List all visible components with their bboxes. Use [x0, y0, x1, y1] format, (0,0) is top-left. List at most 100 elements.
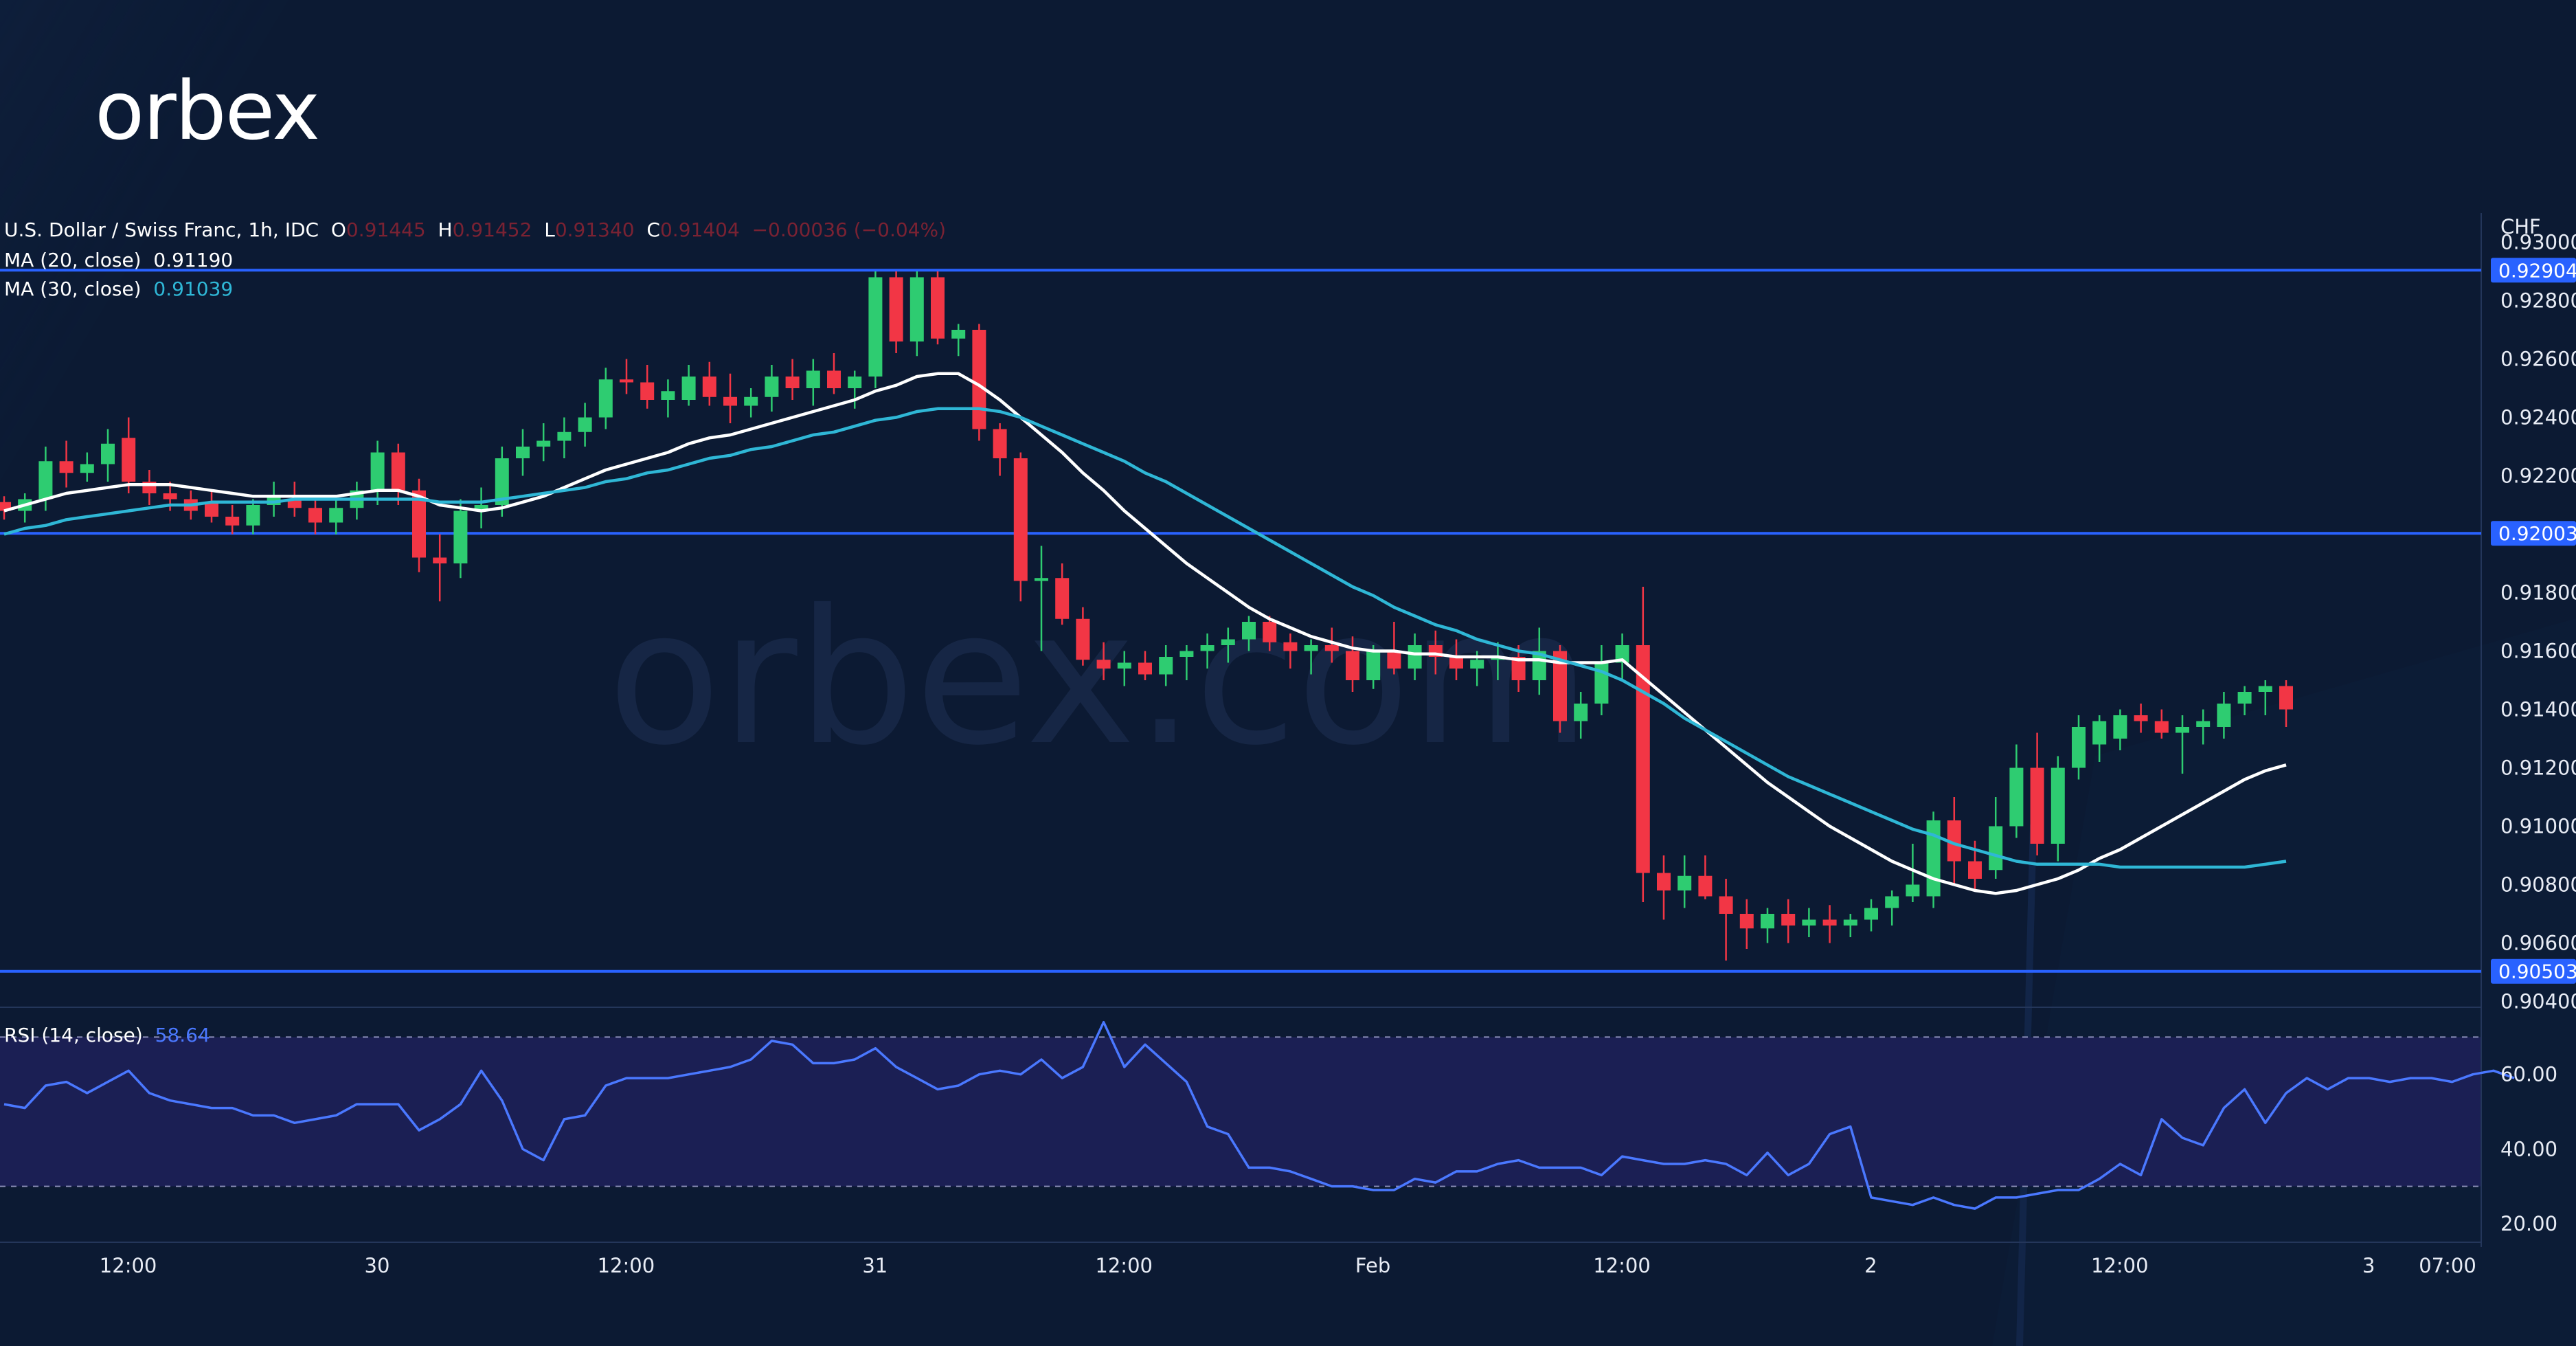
- candle-body: [1781, 914, 1796, 926]
- close-value: 0.91404: [659, 218, 740, 241]
- candle: [205, 490, 218, 523]
- level-price-tag: [2491, 258, 2576, 283]
- time-tick-label: 12:00: [100, 1254, 157, 1277]
- candle: [993, 423, 1007, 476]
- candle: [765, 365, 779, 412]
- candle: [1802, 908, 1816, 937]
- candle-body: [1408, 645, 1422, 669]
- candle-body: [1449, 657, 1463, 669]
- candle-body: [1739, 914, 1754, 929]
- candle: [931, 271, 945, 345]
- candle: [308, 496, 322, 535]
- level-price-label: 0.92003: [2498, 522, 2576, 545]
- high-value: 0.91452: [452, 218, 532, 241]
- candle-body: [598, 379, 613, 418]
- candle-body: [1574, 704, 1588, 721]
- candle-body: [1013, 458, 1028, 581]
- time-tick-label: 12:00: [2091, 1254, 2149, 1277]
- rsi-axis[interactable]: 60.00 40.00 20.00: [2500, 1063, 2557, 1235]
- ma30-legend[interactable]: MA (30, close) 0.91039: [4, 278, 233, 300]
- candle: [1906, 844, 1920, 902]
- candle-body: [101, 443, 115, 464]
- candle-body: [1242, 622, 1256, 640]
- candle: [59, 440, 74, 488]
- candle: [1698, 855, 1713, 899]
- price-tick-label: 0.92200: [2500, 464, 2576, 488]
- candle: [2154, 709, 2169, 739]
- ma20-legend[interactable]: MA (20, close) 0.91190: [4, 249, 233, 271]
- candle-body: [1761, 914, 1774, 929]
- time-tick-label: 12:00: [1095, 1254, 1153, 1277]
- symbol-legend[interactable]: U.S. Dollar / Swiss Franc, 1h, IDC O0.91…: [4, 218, 946, 241]
- rsi-band: [0, 1037, 2481, 1187]
- candle: [1096, 642, 1111, 680]
- time-tick-label: 12:00: [1593, 1254, 1651, 1277]
- candle: [2050, 756, 2065, 862]
- candle-body: [848, 377, 862, 388]
- candle: [2113, 709, 2127, 750]
- candle-body: [1989, 826, 2003, 871]
- time-tick-label: 07:00: [2419, 1254, 2476, 1277]
- candle-body: [702, 377, 716, 397]
- candle-body: [516, 447, 530, 458]
- candle: [951, 324, 966, 357]
- candle-body: [1117, 662, 1131, 669]
- candle: [868, 271, 883, 388]
- change-value: −0.00036 (−0.04%): [752, 218, 946, 241]
- candle-body: [578, 417, 592, 432]
- candle: [557, 417, 572, 458]
- candle: [1408, 633, 1422, 680]
- candle: [785, 359, 800, 400]
- candle-body: [1076, 618, 1090, 660]
- candle-body: [1055, 578, 1070, 619]
- level-price-label: 0.90503: [2498, 961, 2576, 983]
- candle-body: [1200, 645, 1214, 651]
- high-label: H: [438, 218, 453, 241]
- candle-body: [1138, 662, 1152, 675]
- close-label: C: [646, 218, 660, 241]
- rsi-legend[interactable]: RSI (14, close) 58.64: [4, 1024, 210, 1046]
- candle-body: [59, 461, 74, 473]
- candle: [1242, 616, 1256, 651]
- candle-body: [1843, 919, 1857, 926]
- candle-body: [2176, 727, 2189, 733]
- candle: [1594, 645, 1609, 715]
- time-axis[interactable]: 12:00 30 12:00 31 12:00 Feb 12:00 2 12:00 3 07:00: [100, 1254, 2476, 1277]
- candle-body: [1159, 657, 1173, 675]
- candle: [909, 271, 924, 357]
- candle-body: [225, 517, 240, 526]
- candle: [827, 353, 841, 394]
- candle: [2072, 715, 2086, 780]
- candle-body: [495, 458, 509, 505]
- candle: [433, 534, 447, 602]
- candle: [391, 443, 405, 505]
- candle-body: [1470, 660, 1484, 669]
- candle-body: [412, 490, 426, 558]
- candle: [1304, 639, 1318, 675]
- candle-body: [2030, 767, 2044, 844]
- ma20-label: MA (20, close): [4, 249, 142, 271]
- candle-body: [2072, 727, 2086, 768]
- candle-body: [972, 330, 986, 429]
- price-axis[interactable]: 0.93000 0.92800 0.92600 0.92400 0.92200 0.918…: [2500, 231, 2576, 1013]
- candle: [1843, 914, 1857, 937]
- rsi-tick-label: 40.00: [2500, 1137, 2557, 1160]
- candle-body: [1885, 896, 1899, 908]
- price-tick-label: 0.90600: [2500, 932, 2576, 955]
- candle: [516, 429, 530, 476]
- candle-body: [557, 431, 572, 441]
- candle-body: [329, 508, 343, 523]
- candle: [848, 370, 862, 409]
- candle: [2217, 692, 2231, 739]
- candle: [412, 478, 426, 572]
- candle-body: [453, 511, 468, 563]
- candle: [2176, 715, 2189, 774]
- candle-body: [1657, 873, 1671, 890]
- candle-body: [536, 440, 551, 447]
- candle-body: [1864, 908, 1878, 920]
- candle: [1387, 622, 1401, 675]
- price-tick-label: 0.93000: [2500, 231, 2576, 254]
- candle-body: [1822, 919, 1837, 926]
- candle-body: [2279, 686, 2293, 710]
- candle: [702, 361, 716, 406]
